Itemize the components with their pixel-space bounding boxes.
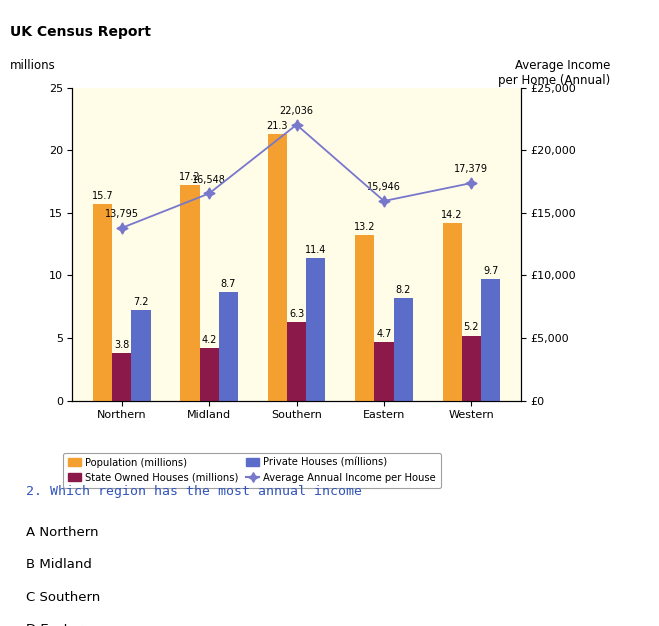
Bar (481, 279, 500, 401)
Bar (268, 134, 287, 401)
Text: 2. Which region has the most annual income: 2. Which region has the most annual inco… (26, 485, 362, 498)
Text: C Southern: C Southern (26, 591, 101, 604)
Text: 11.4: 11.4 (305, 245, 326, 255)
Text: B Midland: B Midland (26, 558, 92, 572)
Text: UK Census Report: UK Census Report (10, 25, 151, 39)
Bar (93, 204, 112, 401)
Bar (355, 235, 374, 401)
Text: 13,795: 13,795 (105, 209, 138, 219)
Text: 17,379: 17,379 (455, 164, 488, 174)
Bar (306, 258, 326, 401)
Text: 14.2: 14.2 (442, 210, 463, 220)
Text: A Northern: A Northern (26, 526, 99, 539)
Bar (374, 342, 393, 401)
Text: millions: millions (10, 59, 55, 73)
Bar (219, 292, 238, 401)
Text: 4.7: 4.7 (376, 329, 391, 339)
Text: 8.7: 8.7 (221, 279, 236, 289)
Text: 8.2: 8.2 (395, 285, 411, 295)
Bar (112, 353, 131, 401)
Text: 21.3: 21.3 (267, 121, 288, 131)
Text: 4.2: 4.2 (202, 335, 217, 345)
Text: 7.2: 7.2 (133, 297, 149, 307)
Text: D Eastern: D Eastern (26, 623, 91, 626)
Text: Average Income
per Home (Annual): Average Income per Home (Annual) (498, 59, 610, 88)
Text: 6.3: 6.3 (289, 309, 304, 319)
Bar (181, 185, 200, 401)
Text: 9.7: 9.7 (483, 266, 498, 276)
Text: 15.7: 15.7 (92, 191, 113, 201)
Bar (200, 348, 219, 401)
Text: 5.2: 5.2 (464, 322, 479, 332)
Bar (462, 336, 481, 401)
Bar (287, 322, 306, 401)
Text: 22,036: 22,036 (279, 106, 314, 116)
Text: 15,946: 15,946 (367, 182, 401, 192)
Text: 17.2: 17.2 (179, 172, 201, 182)
Bar (443, 223, 462, 401)
Text: 16,548: 16,548 (192, 175, 226, 185)
Legend: Population (millions), State Owned Houses (millions), Private Houses (míllions),: Population (millions), State Owned House… (63, 453, 441, 488)
Bar (131, 310, 150, 401)
Text: 3.8: 3.8 (114, 340, 129, 350)
Bar (393, 298, 413, 401)
Text: 13.2: 13.2 (354, 222, 376, 232)
